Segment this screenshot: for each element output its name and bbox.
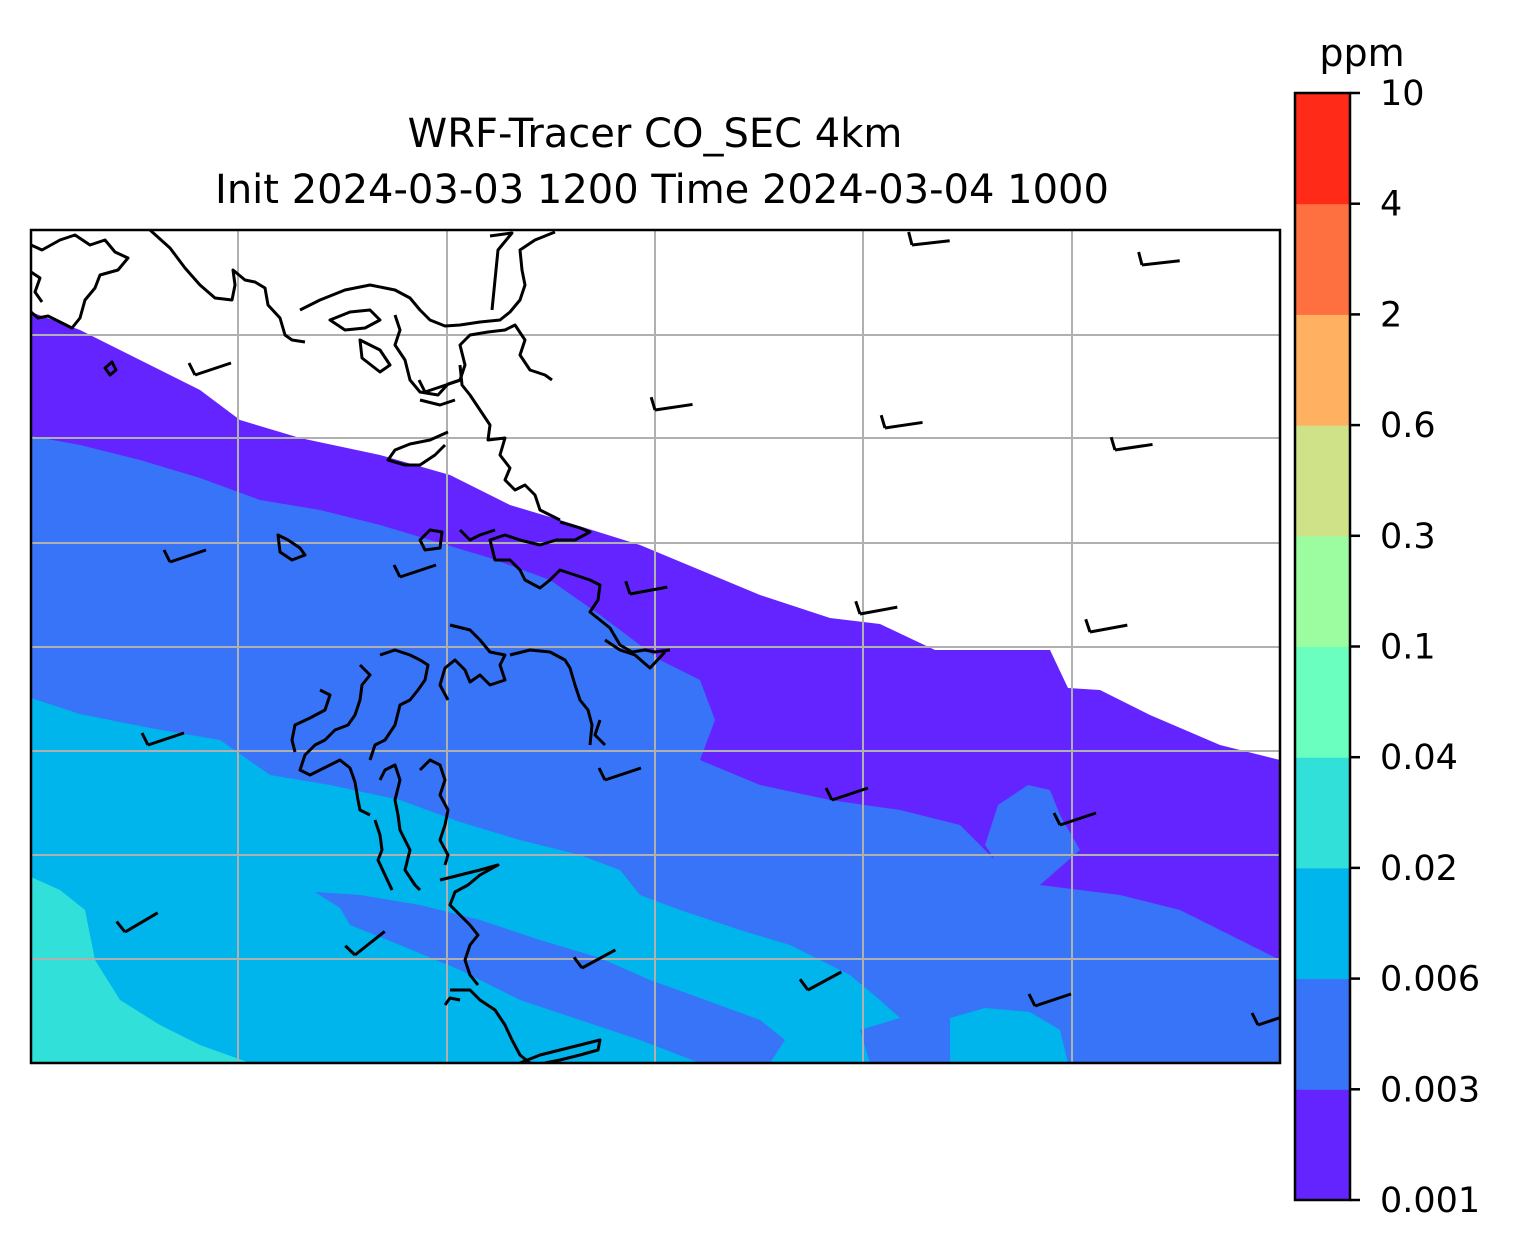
colorbar-frame: [1293, 91, 1352, 1202]
field-band-0.006-0.02: [31, 698, 900, 1063]
gridlines: [31, 230, 1280, 1063]
field-band-0.02-0.04: [31, 877, 250, 1063]
colorbar-segment: [1295, 1089, 1350, 1201]
coastlines: [31, 230, 671, 1063]
map-panel: [31, 230, 1280, 1063]
colorbar-unit: ppm: [1319, 31, 1404, 75]
colorbar-segment: [1295, 646, 1350, 758]
colorbar-tick-label: 0.02: [1380, 849, 1458, 889]
field-band-0.006-0.02-east: [950, 1008, 1068, 1063]
colorbar-tick-label: 0.001: [1380, 1181, 1480, 1221]
figure-title-line1: WRF-Tracer CO_SEC 4km: [408, 111, 903, 157]
colorbar-segment: [1295, 203, 1350, 315]
colorbar-segments: [1295, 93, 1350, 1201]
colorbar-tick-label: 0.04: [1380, 738, 1458, 778]
colorbar-segment: [1295, 757, 1350, 869]
colorbar-tick-label: 0.6: [1380, 406, 1436, 446]
map-frame: [29, 228, 1282, 1065]
colorbar: ppm 0.001 0.003 0.006 0.02 0.04 0.1 0.3 0.6 2 4 10: [1293, 31, 1480, 1221]
colorbar-segment: [1295, 978, 1350, 1090]
colorbar-tick-label: 0.1: [1380, 628, 1436, 668]
field-band-0.003-0.006-tongue: [315, 892, 785, 1063]
colorbar-segment: [1295, 93, 1350, 205]
colorbar-tick-label: 4: [1380, 185, 1402, 225]
colorbar-tick-label: 10: [1380, 74, 1425, 114]
colorbar-ticks: 0.001 0.003 0.006 0.02 0.04 0.1 0.3 0.6 2 4 10: [1350, 74, 1480, 1221]
colorbar-tick-label: 2: [1380, 295, 1402, 335]
colorbar-segment: [1295, 314, 1350, 426]
colorbar-segment: [1295, 535, 1350, 647]
colorbar-segment: [1295, 425, 1350, 537]
colorbar-tick-label: 0.003: [1380, 1070, 1480, 1110]
figure-title-line2: Init 2024-03-03 1200 Time 2024-03-04 100…: [215, 167, 1109, 213]
colorbar-segment: [1295, 867, 1350, 980]
colorbar-tick-label: 0.3: [1380, 517, 1436, 557]
colorbar-tick-label: 0.006: [1380, 960, 1480, 1000]
